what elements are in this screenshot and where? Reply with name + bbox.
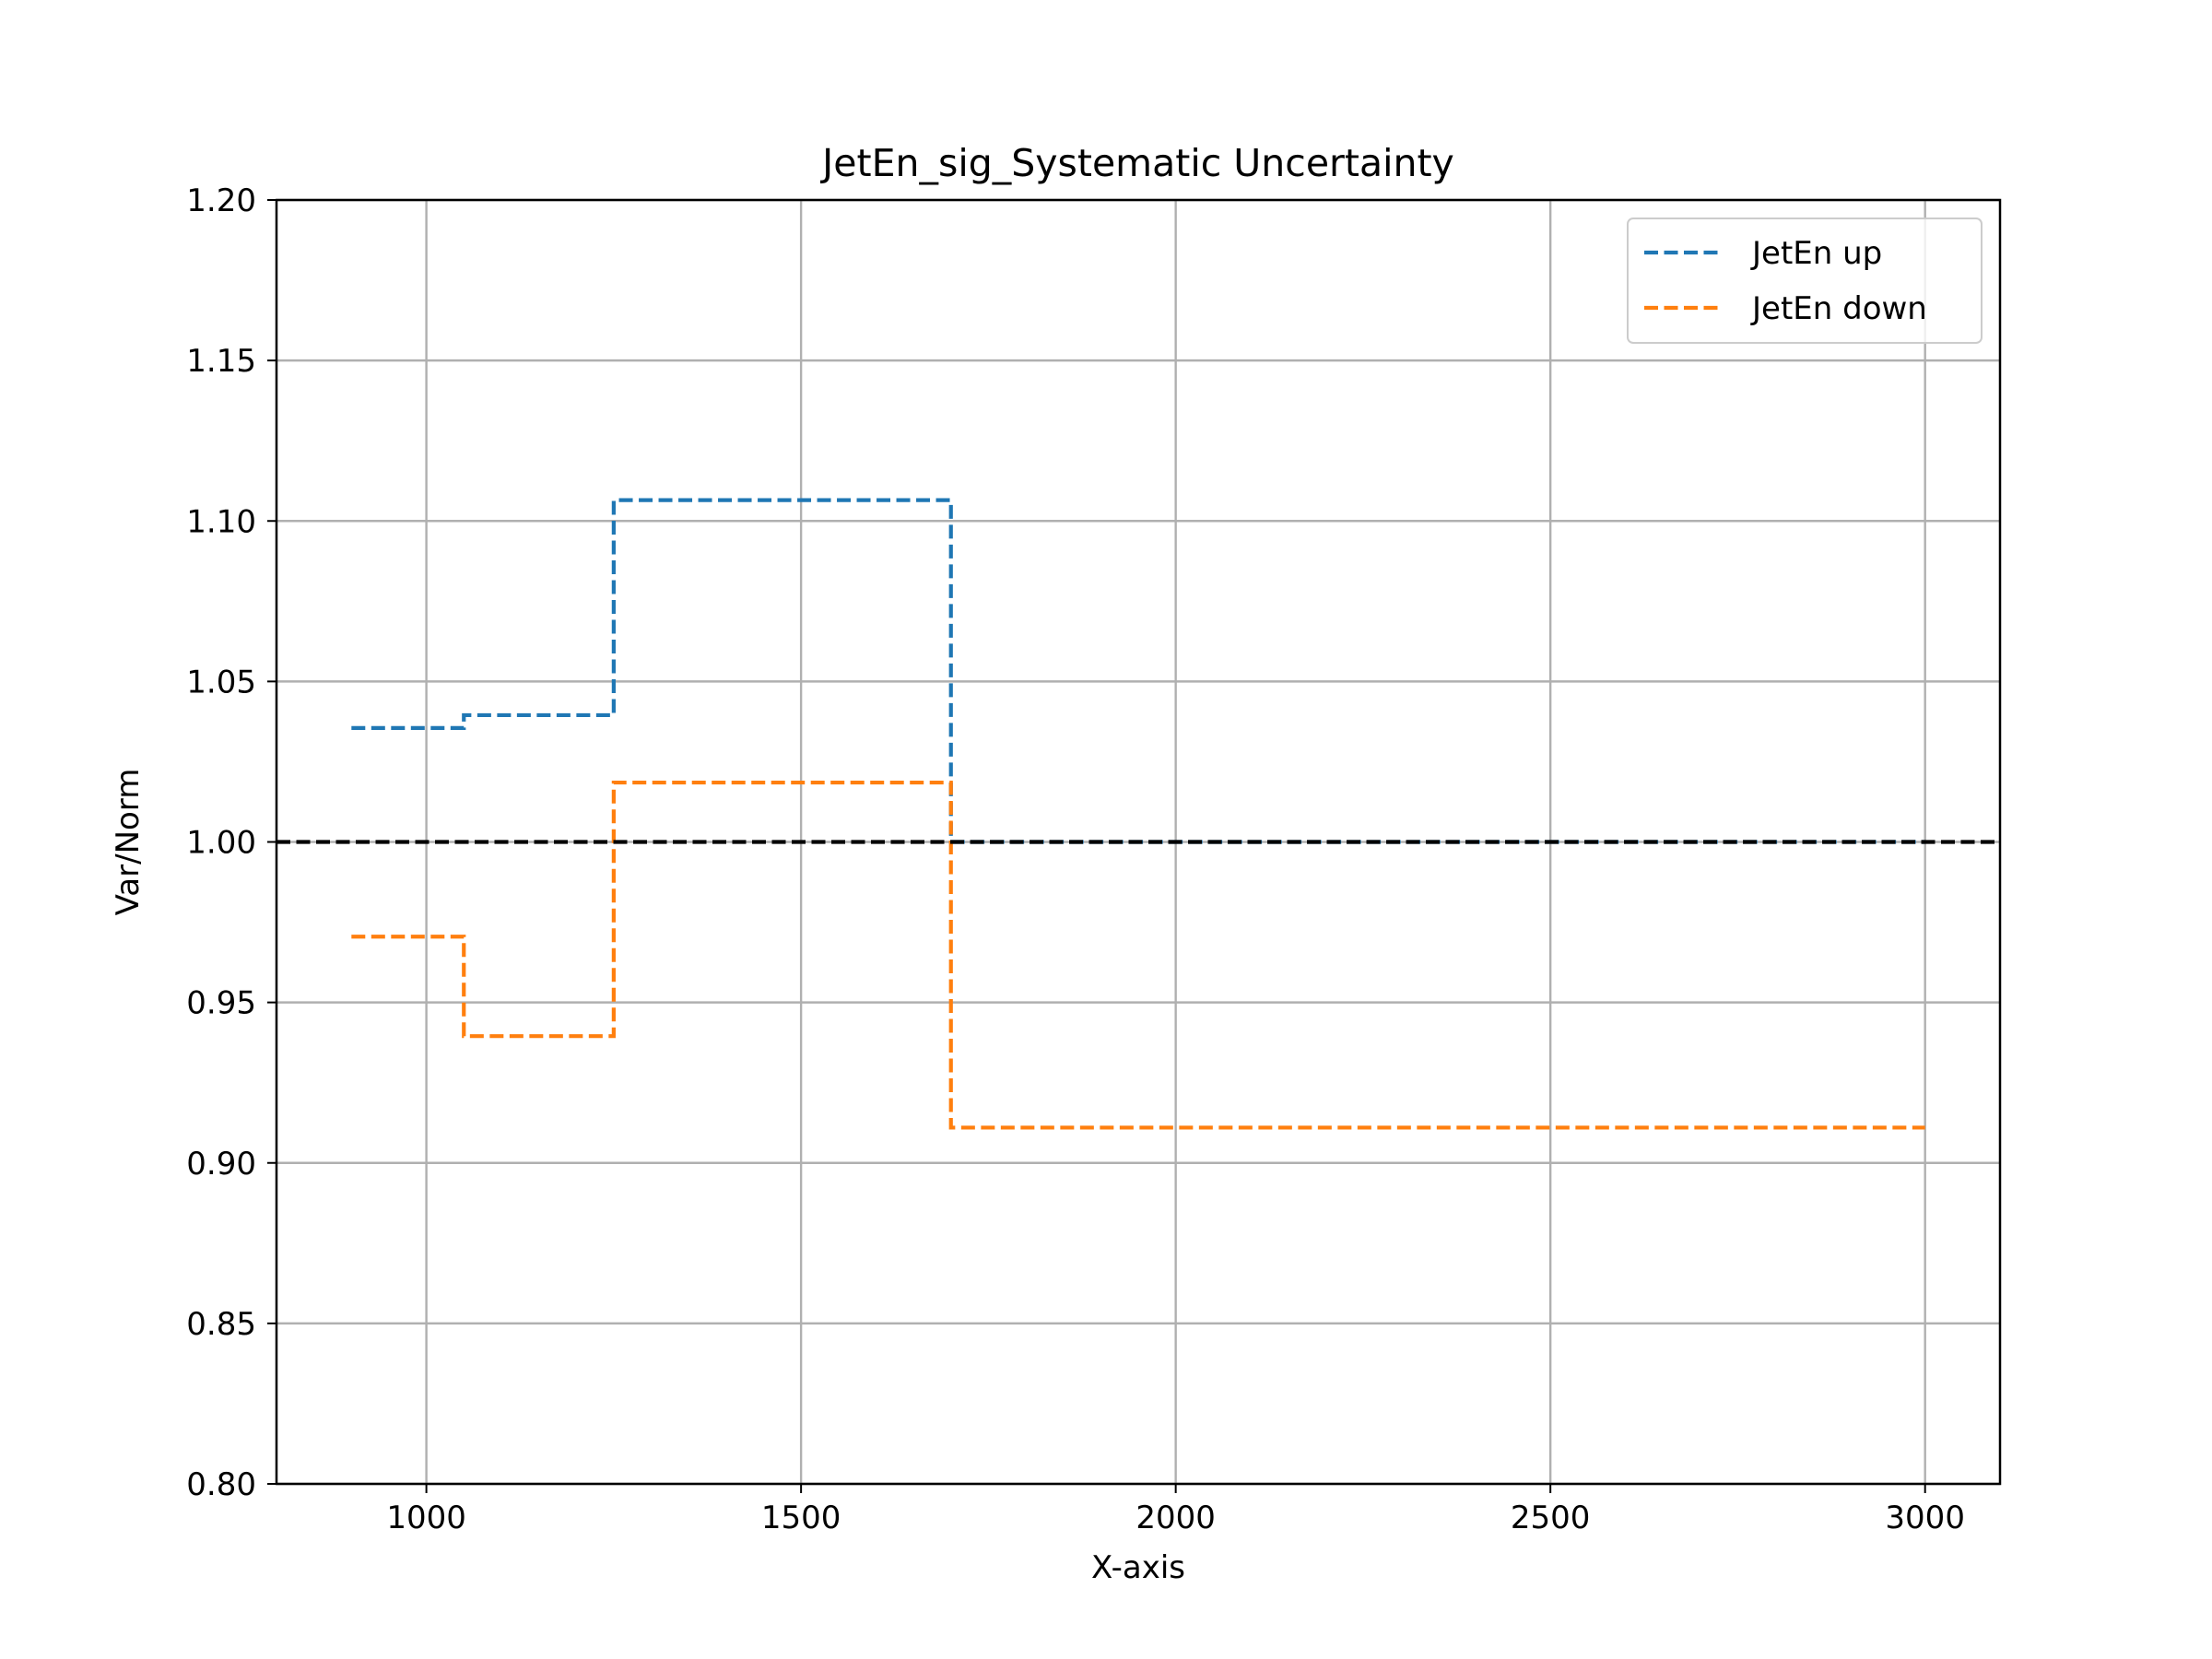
legend-label: JetEn up xyxy=(1750,235,1882,272)
y-tick-label: 0.95 xyxy=(186,985,256,1022)
y-tick-label: 1.05 xyxy=(186,664,256,700)
x-tick-label: 1500 xyxy=(761,1500,841,1536)
y-tick-label: 1.10 xyxy=(186,503,256,540)
series-line-down xyxy=(351,780,1925,1130)
y-axis-label: Var/Norm xyxy=(110,769,147,916)
x-tick-label: 3000 xyxy=(1885,1500,1965,1536)
y-tick-label: 1.20 xyxy=(186,182,256,219)
x-tick-label: 2000 xyxy=(1135,1500,1216,1536)
legend: JetEn up JetEn down xyxy=(1627,218,1983,344)
chart-title: JetEn_sig_Systematic Uncertainty xyxy=(819,141,1454,185)
y-tick-label: 1.00 xyxy=(186,825,256,862)
axis-ticks: 1000 1500 2000 2500 3000 0.80 0.85 0.90 0.95 1.00… xyxy=(186,182,1965,1536)
x-tick-label: 2500 xyxy=(1511,1500,1591,1536)
legend-box xyxy=(1627,218,1983,344)
x-axis-label: X-axis xyxy=(1091,1549,1185,1586)
legend-label: JetEn down xyxy=(1750,290,1927,327)
plot-data xyxy=(276,498,2000,1130)
y-tick-label: 0.80 xyxy=(186,1466,256,1503)
x-tick-label: 1000 xyxy=(386,1500,466,1536)
y-tick-label: 0.85 xyxy=(186,1306,256,1343)
y-tick-label: 1.15 xyxy=(186,343,256,380)
y-tick-label: 0.90 xyxy=(186,1146,256,1182)
